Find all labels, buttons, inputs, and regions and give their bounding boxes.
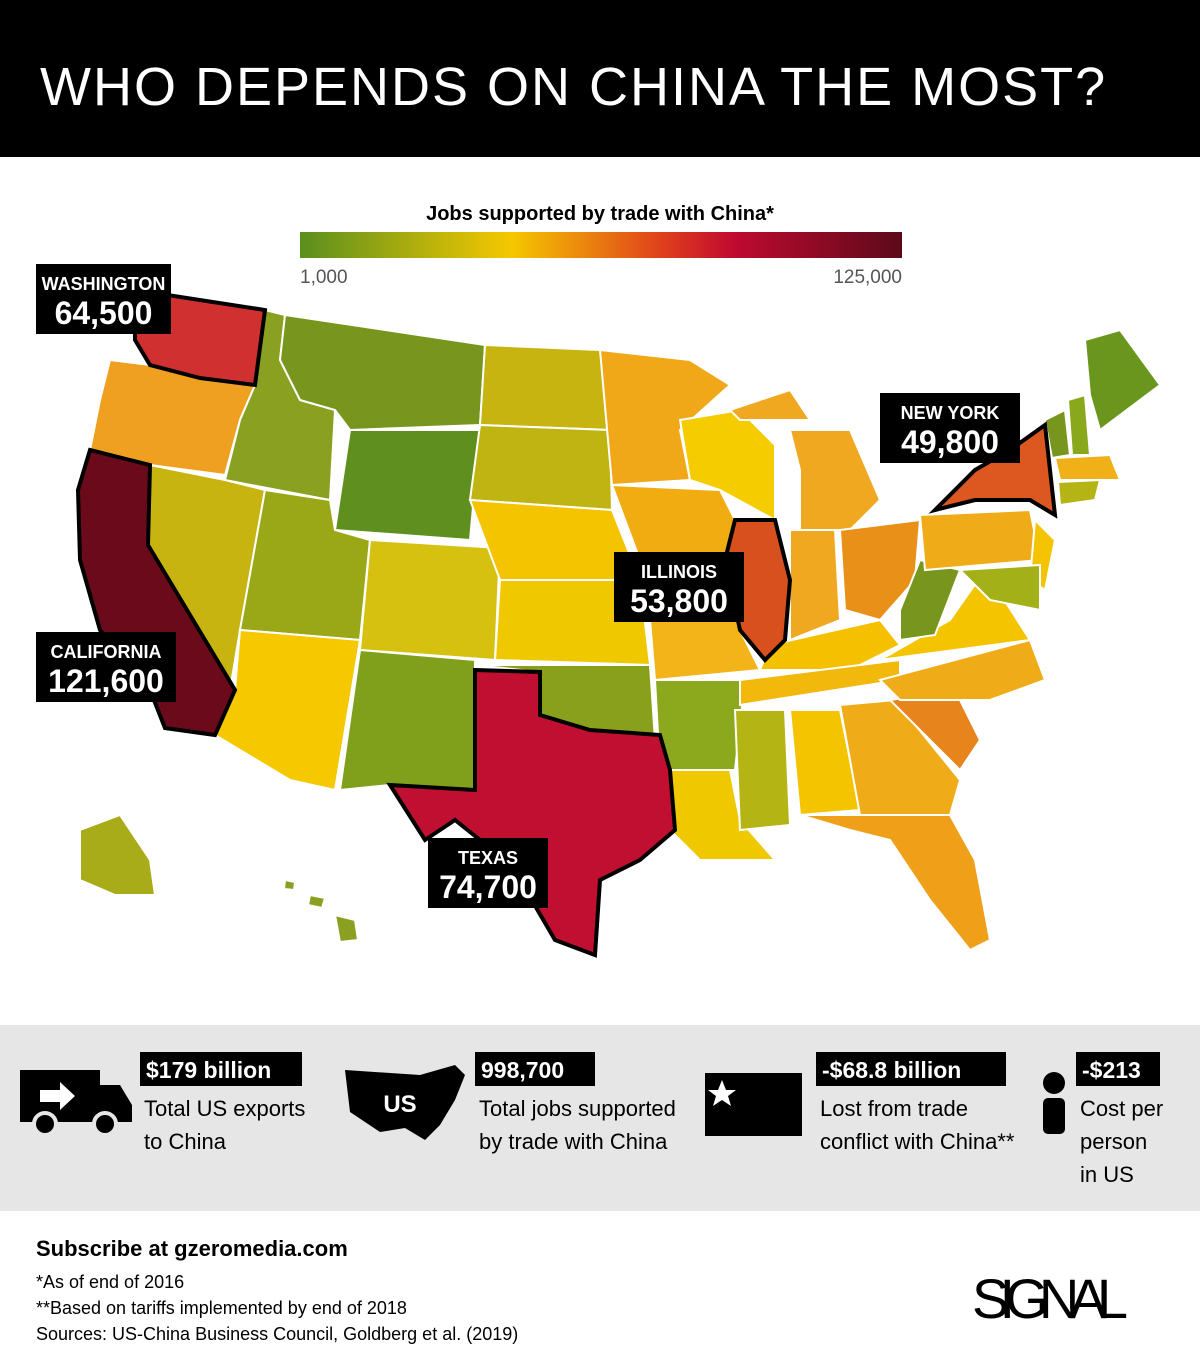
- stat-label: in US: [1080, 1162, 1134, 1187]
- note: **Based on tariffs implemented by end of…: [36, 1298, 407, 1318]
- stat-label: Total US exports: [144, 1096, 305, 1121]
- stat-value: $179 billion: [146, 1057, 271, 1083]
- legend-min: 1,000: [300, 267, 348, 288]
- callout-value: 49,800: [901, 424, 999, 460]
- note: *As of end of 2016: [36, 1272, 184, 1292]
- stat-value: 998,700: [481, 1057, 564, 1083]
- stat-value-box: [475, 1052, 595, 1086]
- us-map: [75, 287, 1162, 958]
- stat-value: -$213: [1082, 1057, 1141, 1083]
- title: WHO DEPENDS ON CHINA THE MOST?: [40, 57, 1107, 117]
- stat-value: -$68.8 billion: [822, 1057, 961, 1083]
- legend-title: Jobs supported by trade with China*: [426, 203, 774, 225]
- stat-value-box: [140, 1052, 302, 1086]
- icon-text: US: [383, 1091, 416, 1118]
- stat-label: Cost per: [1080, 1096, 1163, 1121]
- stat-label: person: [1080, 1129, 1147, 1154]
- callout-value: 121,600: [48, 663, 164, 699]
- legend-max: 125,000: [833, 267, 902, 288]
- note: Sources: US-China Business Council, Gold…: [36, 1324, 518, 1344]
- callout-state: ILLINOIS: [641, 562, 717, 582]
- callout-state: CALIFORNIA: [51, 642, 162, 662]
- callout-state: TEXAS: [458, 848, 518, 868]
- callout-value: 64,500: [55, 295, 153, 331]
- stats: $179 billion Total US exports to China 998,…: [140, 1052, 1163, 1187]
- flag-star: [708, 1080, 736, 1106]
- callout-value: 74,700: [439, 869, 537, 905]
- stat-label: Lost from trade: [820, 1096, 968, 1121]
- callout-box: [428, 838, 548, 908]
- stat-label: by trade with China: [479, 1129, 668, 1154]
- stat-label: Total jobs supported: [479, 1096, 676, 1121]
- us-icon: [345, 1065, 465, 1140]
- callout-box: [36, 632, 176, 702]
- callout-box: [36, 264, 171, 334]
- callout-box: [614, 552, 744, 622]
- person-icon: [1043, 1072, 1065, 1134]
- callout-state: NEW YORK: [901, 403, 1000, 423]
- stat-label: to China: [144, 1129, 227, 1154]
- legend-bar: [300, 232, 902, 258]
- brand: SIGNAL: [972, 1267, 1132, 1330]
- callout-box: [880, 393, 1020, 463]
- truck-icon: [20, 1070, 132, 1137]
- stat-value-box: [1076, 1052, 1160, 1086]
- stat-value-box: [816, 1052, 1006, 1086]
- callout-value: 53,800: [630, 583, 728, 619]
- stat-label: conflict with China**: [820, 1129, 1015, 1154]
- subscribe: Subscribe at gzeromedia.com: [36, 1236, 348, 1261]
- china-flag-icon: [705, 1073, 802, 1136]
- header-bar: [0, 0, 1200, 157]
- callout-state: WASHINGTON: [42, 274, 166, 294]
